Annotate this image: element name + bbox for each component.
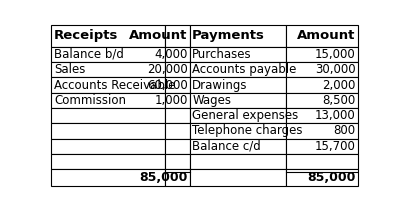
Bar (286, 93, 358, 108)
Text: Balance c/d: Balance c/d (192, 140, 261, 153)
Bar (286, 25, 358, 47)
Text: 13,000: 13,000 (315, 109, 356, 122)
Bar (51, 77, 165, 93)
Bar (165, 154, 190, 169)
Bar (165, 108, 190, 123)
Bar (165, 123, 190, 139)
Bar (51, 154, 165, 169)
Text: 4,000: 4,000 (154, 48, 188, 61)
Bar (190, 62, 286, 77)
Text: Balance b/d: Balance b/d (54, 48, 124, 61)
Bar (165, 25, 190, 47)
Bar (165, 169, 190, 186)
Text: 15,000: 15,000 (315, 48, 356, 61)
Bar (286, 77, 358, 93)
Bar (51, 169, 165, 186)
Text: Telephone charges: Telephone charges (192, 124, 302, 137)
Text: 8,500: 8,500 (322, 94, 356, 107)
Bar (190, 154, 286, 169)
Bar (286, 154, 358, 169)
Bar (190, 108, 286, 123)
Text: 60,000: 60,000 (147, 79, 188, 92)
Text: 15,700: 15,700 (315, 140, 356, 153)
Bar (51, 62, 165, 77)
Text: 800: 800 (334, 124, 356, 137)
Bar (51, 123, 165, 139)
Text: Purchases: Purchases (192, 48, 252, 61)
Text: Amount: Amount (297, 29, 356, 42)
Bar (51, 108, 165, 123)
Bar (190, 25, 286, 47)
Text: 2,000: 2,000 (322, 79, 356, 92)
Text: Sales: Sales (54, 63, 85, 76)
Bar (51, 47, 165, 62)
Text: Drawings: Drawings (192, 79, 248, 92)
Bar (165, 77, 190, 93)
Bar (286, 139, 358, 154)
Bar (165, 93, 190, 108)
Text: General expenses: General expenses (192, 109, 298, 122)
Bar (286, 169, 358, 186)
Bar (51, 25, 165, 47)
Bar (165, 62, 190, 77)
Bar (190, 169, 286, 186)
Bar (286, 108, 358, 123)
Text: Amount: Amount (129, 29, 188, 42)
Bar (51, 139, 165, 154)
Text: Receipts: Receipts (54, 29, 118, 42)
Text: Payments: Payments (192, 29, 265, 42)
Bar (190, 139, 286, 154)
Bar (51, 93, 165, 108)
Text: 85,000: 85,000 (139, 171, 188, 184)
Bar (286, 62, 358, 77)
Text: Accounts payable: Accounts payable (192, 63, 296, 76)
Text: 20,000: 20,000 (147, 63, 188, 76)
Bar (286, 47, 358, 62)
Bar (190, 47, 286, 62)
Text: 85,000: 85,000 (307, 171, 356, 184)
Bar (190, 93, 286, 108)
Bar (190, 77, 286, 93)
Text: Wages: Wages (192, 94, 231, 107)
Bar (190, 123, 286, 139)
Text: 1,000: 1,000 (154, 94, 188, 107)
Text: 30,000: 30,000 (315, 63, 356, 76)
Bar (286, 123, 358, 139)
Text: Accounts Receivable: Accounts Receivable (54, 79, 176, 92)
Text: Commission: Commission (54, 94, 126, 107)
Bar (165, 139, 190, 154)
Bar (165, 47, 190, 62)
